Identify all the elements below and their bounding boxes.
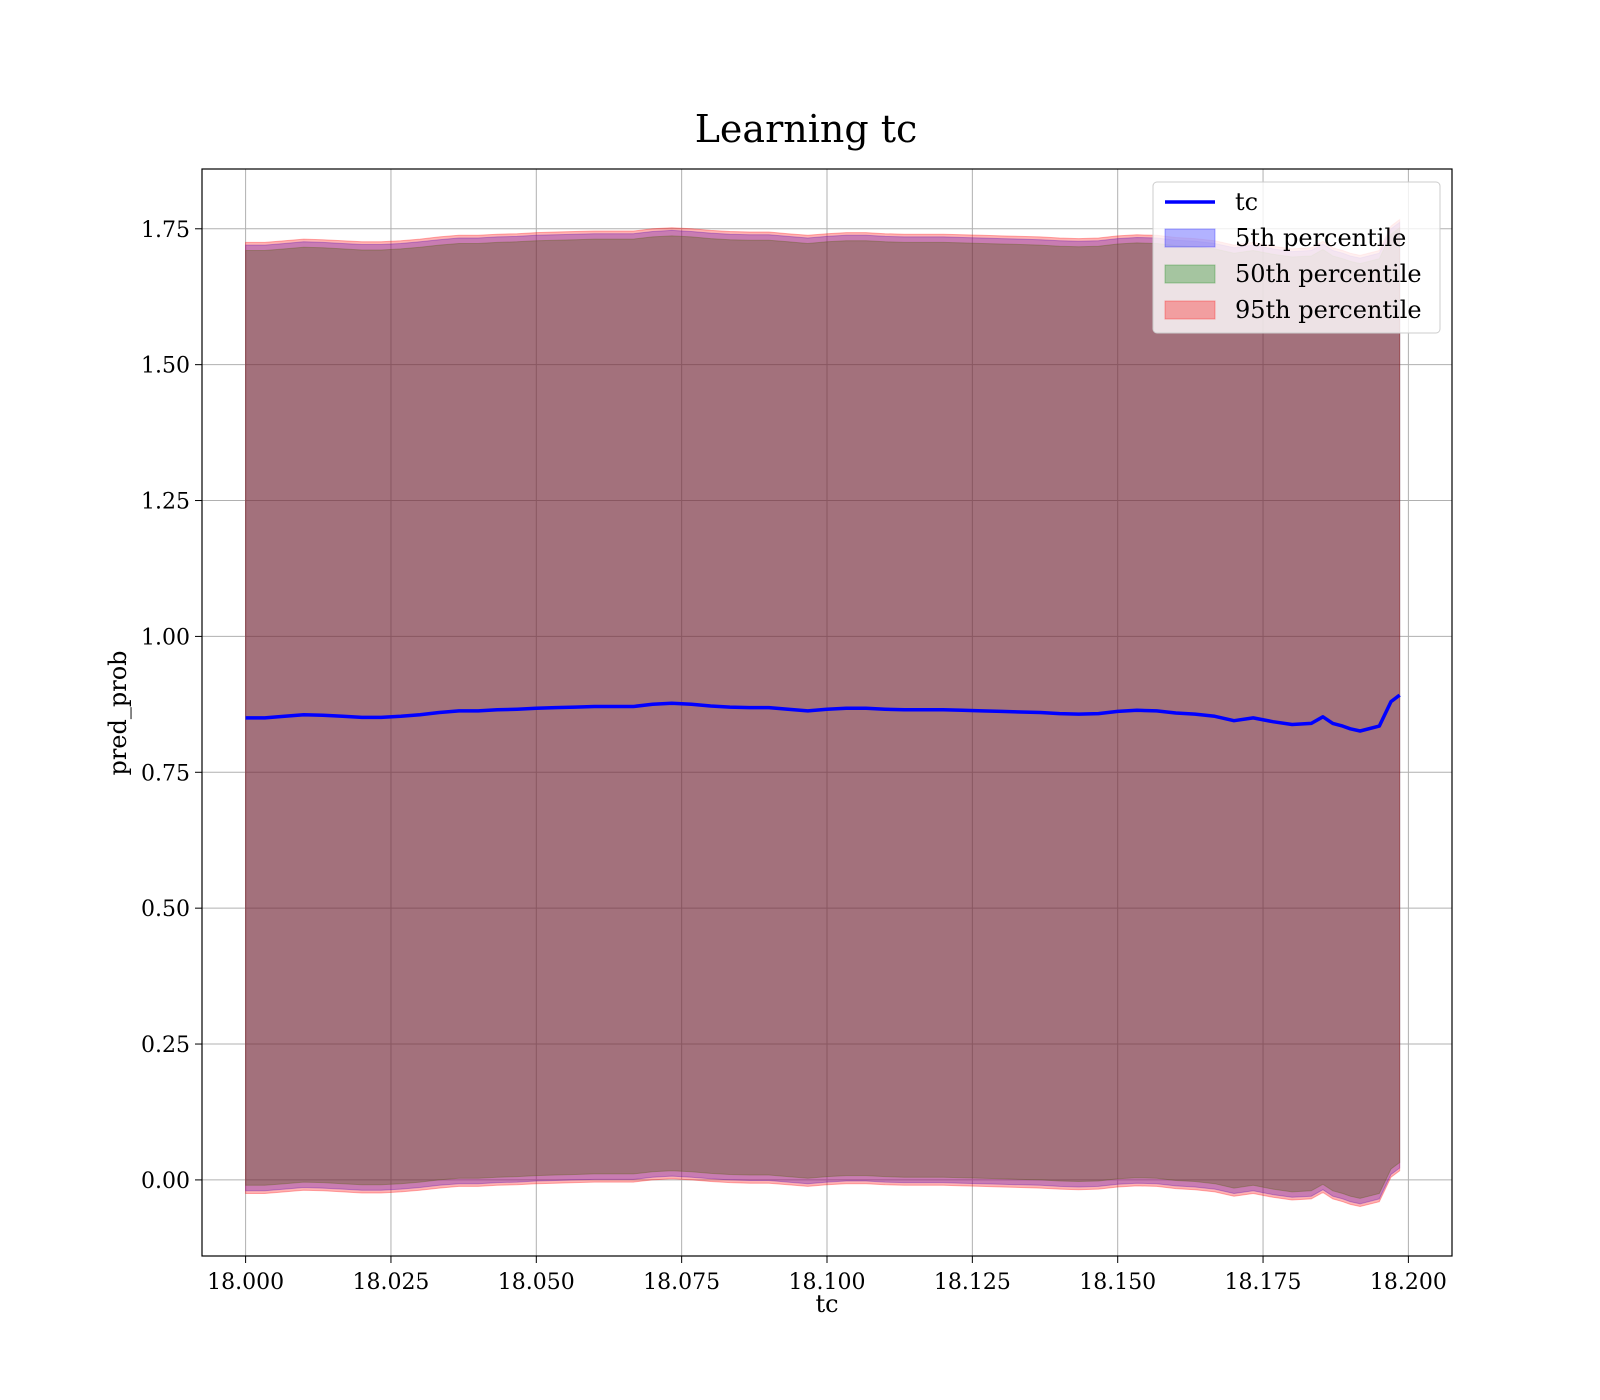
y-tick-label: 0.75 — [141, 761, 190, 786]
legend-swatch-patch — [1164, 300, 1216, 320]
legend-label: tc — [1235, 188, 1258, 216]
percentile-bands — [245, 218, 1401, 1208]
y-tick-label: 1.50 — [141, 354, 190, 379]
x-tick-label: 18.150 — [1079, 1270, 1156, 1295]
x-tick-label: 18.025 — [352, 1270, 429, 1295]
x-axis-ticks: 18.000 18.025 18.050 18.075 18.100 18.125 18.1… — [207, 1256, 1447, 1295]
legend-label: 95th percentile — [1235, 296, 1422, 324]
y-tick-label: 0.25 — [141, 1033, 190, 1058]
x-tick-label: 18.175 — [1225, 1270, 1302, 1295]
band-95th-percentile — [245, 218, 1401, 1208]
band-50th-percentile — [245, 226, 1401, 1199]
legend-swatch-patch — [1164, 228, 1216, 248]
x-tick-label: 18.125 — [934, 1270, 1011, 1295]
x-axis-label: tc — [815, 1290, 838, 1318]
y-tick-label: 0.00 — [141, 1169, 190, 1194]
y-axis-ticks: 0.00 0.25 0.50 0.75 1.00 1.25 1.50 1.75 — [141, 218, 202, 1194]
x-tick-label: 18.050 — [498, 1270, 575, 1295]
x-tick-label: 18.100 — [789, 1270, 866, 1295]
y-axis-label: pred_prob — [104, 650, 132, 775]
x-tick-label: 18.200 — [1370, 1270, 1447, 1295]
data-lines — [245, 693, 1401, 733]
line-tc — [245, 693, 1401, 733]
band-5th-percentile — [245, 221, 1401, 1205]
legend: tc 5th percentile 50th percentile 95th perc… — [1152, 181, 1441, 334]
legend-frame — [1152, 181, 1441, 334]
legend-swatch-patch — [1164, 264, 1216, 284]
legend-label: 50th percentile — [1235, 260, 1422, 288]
y-tick-label: 1.75 — [141, 218, 190, 243]
x-tick-label: 18.000 — [207, 1270, 284, 1295]
chart-title: Learning tc — [695, 107, 918, 151]
y-tick-label: 1.25 — [141, 490, 190, 515]
x-tick-label: 18.075 — [643, 1270, 720, 1295]
legend-label: 5th percentile — [1235, 224, 1406, 252]
y-tick-label: 0.50 — [141, 897, 190, 922]
y-tick-label: 1.00 — [141, 625, 190, 650]
grid — [202, 169, 1452, 1256]
